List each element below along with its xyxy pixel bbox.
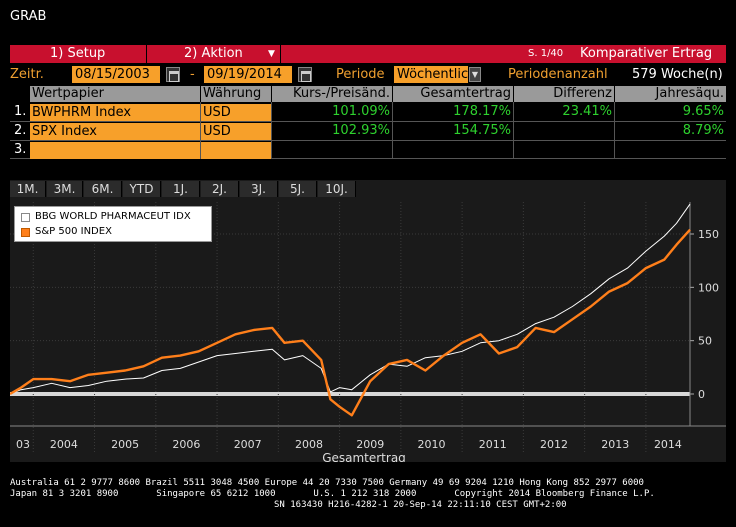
tab-6m[interactable]: 6M. [84,181,122,197]
chevron-down-icon[interactable]: ▼ [268,49,275,59]
tab-10y[interactable]: 10J. [318,181,356,197]
header-annualized: Jahresäqu. [615,86,726,102]
x-tick-label: 2013 [601,438,629,451]
price-change-value: 101.09% [332,104,390,119]
header-currency: Währung [201,86,271,102]
footer-contacts-line: Japan 81 3 3201 8900 Singapore 65 6212 1… [10,489,655,499]
date-separator: - [190,67,195,82]
zero-baseline [10,392,690,396]
menu-bar: 1) Setup 2) Aktion ▼ S. 1/40 Komparative… [10,45,726,63]
calendar-icon[interactable] [298,67,312,82]
footer: Australia 61 2 9777 8600 Brazil 5511 304… [10,478,726,511]
app-title: GRAB [10,9,47,24]
grid-line [271,102,272,158]
series-line-spx [10,228,691,417]
header-price-change: Kurs-/Preisänd. [272,86,392,102]
footer-session-line: SN 163430 H216-4282-1 20-Sep-14 22:11:10… [274,500,567,510]
security-field[interactable]: SPX Index [30,123,200,140]
count-value: 579 Woche(n) [632,67,723,82]
calendar-icon[interactable] [166,67,180,82]
grid-line [392,102,393,158]
row-number: 3. [14,142,27,157]
currency-field[interactable]: USD [201,104,271,121]
legend-swatch-spx [21,228,30,237]
currency-field[interactable] [201,142,271,159]
end-date-field[interactable]: 09/19/2014 [204,66,292,83]
menu-divider [280,45,281,63]
legend-swatch-pharma [21,213,30,222]
row-number: 1. [14,104,27,119]
page-indicator: S. 1/40 [528,48,564,59]
grid-line [513,102,514,158]
tab-1m[interactable]: 1M. [10,181,46,197]
legend-label-pharma: BBG WORLD PHARMACEUT IDX [35,211,191,222]
y-tick-label: 50 [698,335,712,348]
x-tick-label: 2006 [172,438,200,451]
grid-line [614,102,615,158]
tab-3m[interactable]: 3M. [47,181,83,197]
y-tick-label: 150 [698,228,719,241]
series-line-pharma [10,203,691,395]
params-row: Zeitr. 08/15/2003 - 09/19/2014 Periode W… [0,65,736,85]
price-change-value: 102.93% [332,123,390,138]
grid-line [200,102,201,158]
tab-3y[interactable]: 3J. [240,181,278,197]
periodicity-select[interactable]: Wöchentlic [394,66,468,83]
x-tick-label: 2007 [234,438,262,451]
screen-name: Komparativer Ertrag [580,46,713,61]
title-bar: GRAB [0,0,736,36]
x-tick-label: 2011 [479,438,507,451]
start-date-field[interactable]: 08/15/2003 [72,66,160,83]
grid-line [10,121,726,122]
annualized-value: 9.65% [682,104,724,119]
period-label: Zeitr. [10,67,44,82]
legend-label-spx: S&P 500 INDEX [35,226,112,237]
setup-menu-button[interactable]: 1) Setup [50,46,106,61]
x-tick-label: 2014 [654,438,682,451]
tab-ytd[interactable]: YTD [123,181,161,197]
tab-5y[interactable]: 5J. [279,181,317,197]
x-tick-label: 03 [16,438,30,451]
header-difference: Differenz [514,86,614,102]
chart-legend: BBG WORLD PHARMACEUT IDX S&P 500 INDEX [14,206,212,242]
chevron-down-icon[interactable]: ▼ [469,67,481,82]
x-tick-label: 2008 [295,438,323,451]
security-field[interactable] [30,142,200,159]
y-tick-label: 0 [698,388,705,401]
grid-line [10,140,726,141]
action-menu-button[interactable]: 2) Aktion [184,46,243,61]
x-tick-label: 2010 [417,438,445,451]
header-security: Wertpapier [30,86,200,102]
count-label: Periodenanzahl [508,67,608,82]
total-return-value: 178.17% [453,104,511,119]
tab-1y[interactable]: 1J. [162,181,200,197]
security-field[interactable]: BWPHRM Index [30,104,200,121]
range-tabs: 1M. 3M. 6M. YTD 1J. 2J. 3J. 5J. 10J. [10,180,726,198]
x-axis-label: Gesamtertrag [322,451,406,462]
header-total-return: Gesamtertrag [393,86,513,102]
row-number: 2. [14,123,27,138]
difference-value: 23.41% [562,104,612,119]
footer-contacts-line: Australia 61 2 9777 8600 Brazil 5511 304… [10,478,644,488]
x-tick-label: 2009 [356,438,384,451]
grid-line [10,158,726,159]
menu-divider [146,45,147,63]
x-tick-label: 2004 [50,438,78,451]
periodicity-label: Periode [336,67,385,82]
currency-field[interactable]: USD [201,123,271,140]
y-tick-label: 100 [698,281,719,294]
tab-2y[interactable]: 2J. [201,181,239,197]
chart-area[interactable]: 0 50 100 150 03 2004 2005 2006 2007 2008 2009 2010 2… [10,198,726,462]
x-tick-label: 2012 [540,438,568,451]
total-return-value: 154.75% [453,123,511,138]
annualized-value: 8.79% [682,123,724,138]
x-tick-label: 2005 [111,438,139,451]
